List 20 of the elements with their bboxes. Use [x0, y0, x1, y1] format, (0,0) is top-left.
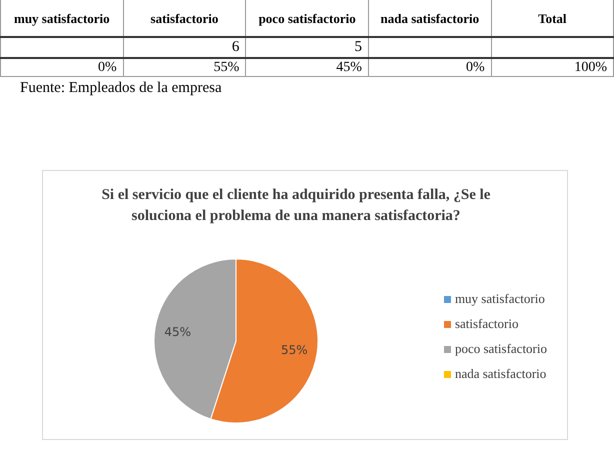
category-label: satisfactorio [150, 10, 218, 26]
text: 0% [368, 58, 492, 76]
text: 55% [123, 58, 246, 76]
legend-label: poco satisfactorio [454, 341, 547, 357]
category-label: poco satisfactorio [258, 10, 356, 26]
text: 45% [246, 58, 368, 76]
legend-label: nada satisfactorio [454, 366, 546, 382]
text: Total [491, 0, 614, 37]
source-note: Fuente: Empleados de la empresa [20, 80, 222, 97]
text: 100% [491, 58, 614, 76]
legend-label: muy satisfactorio [454, 291, 545, 307]
text: 0% [0, 58, 124, 76]
category-label: nada satisfactorio [380, 10, 480, 26]
text: 6 [123, 37, 246, 58]
chart-title: Si el servicio que el cliente ha adquirido presenta falla, ¿Se le soluciona el problema de una manera satisfactoria? [101, 186, 491, 226]
data-label: 55% [280, 343, 308, 358]
data-label: 45% [164, 324, 192, 339]
text: 5 [246, 37, 368, 58]
category-label: muy satisfactorio [14, 10, 110, 26]
legend-label: satisfactorio [454, 316, 518, 332]
